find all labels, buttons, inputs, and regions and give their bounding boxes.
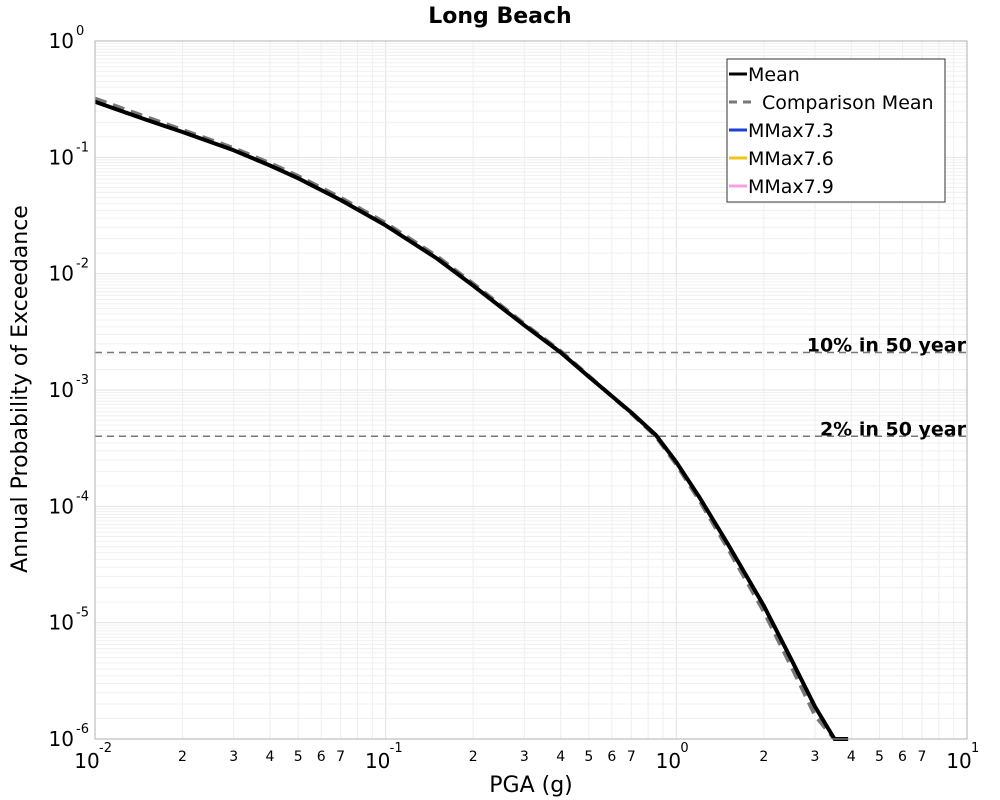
legend-label: Mean bbox=[748, 64, 800, 86]
x-tick-label: 10 bbox=[365, 749, 390, 773]
x-minor-tick-label: 6 bbox=[607, 749, 616, 765]
y-tick-exponent: -3 bbox=[76, 373, 89, 388]
legend-label: MMax7.9 bbox=[748, 176, 834, 198]
y-tick-label: 10 bbox=[49, 727, 74, 751]
series-lines bbox=[94, 96, 849, 741]
x-minor-tick-label: 5 bbox=[875, 749, 884, 765]
y-tick-label: 10 bbox=[49, 611, 74, 635]
x-minor-tick-label: 6 bbox=[317, 749, 326, 765]
reference-line-label: 2% in 50 year bbox=[820, 418, 967, 440]
x-minor-tick-label: 5 bbox=[584, 749, 593, 765]
y-tick-label: 10 bbox=[49, 494, 74, 518]
x-tick-exponent: 0 bbox=[680, 741, 688, 756]
legend-box bbox=[726, 58, 946, 203]
x-axis-label: PGA (g) bbox=[489, 773, 573, 798]
legend-label: MMax7.6 bbox=[748, 148, 834, 170]
x-minor-tick-label: 2 bbox=[178, 749, 187, 765]
x-minor-tick-label: 3 bbox=[811, 749, 820, 765]
x-minor-tick-label: 7 bbox=[627, 749, 636, 765]
x-tick-label: 10 bbox=[656, 749, 681, 773]
x-tick-exponent: -1 bbox=[390, 741, 403, 756]
x-minor-tick-label: 3 bbox=[229, 749, 238, 765]
y-tick-exponent: 0 bbox=[76, 24, 84, 39]
y-tick-label: 10 bbox=[49, 262, 74, 286]
x-minor-tick-label: 3 bbox=[520, 749, 529, 765]
y-tick-exponent: -6 bbox=[76, 722, 89, 737]
y-tick-exponent: -2 bbox=[76, 257, 89, 272]
x-minor-tick-label: 4 bbox=[847, 749, 856, 765]
y-tick-label: 10 bbox=[49, 145, 74, 169]
reference-lines: 10% in 50 year 2% in 50 year bbox=[95, 335, 967, 440]
x-tick-exponent: 1 bbox=[971, 741, 979, 756]
legend: Mean Comparison Mean MMax7.3 MMax7.6 MMax7.9 bbox=[726, 58, 946, 203]
grid bbox=[94, 41, 967, 740]
x-tick-exponent: -2 bbox=[99, 741, 112, 756]
legend-label: Comparison Mean bbox=[762, 92, 934, 114]
x-minor-tick-label: 6 bbox=[898, 749, 907, 765]
y-tick-exponent: -1 bbox=[76, 140, 89, 155]
y-tick-exponent: -4 bbox=[76, 489, 89, 504]
x-minor-tick-label: 2 bbox=[469, 749, 478, 765]
y-tick-exponent: -5 bbox=[76, 606, 89, 621]
x-minor-tick-label: 7 bbox=[336, 749, 345, 765]
x-minor-tick-label: 4 bbox=[266, 749, 275, 765]
x-minor-tick-label: 4 bbox=[556, 749, 565, 765]
x-minor-tick-label: 7 bbox=[918, 749, 927, 765]
x-tick-label: 10 bbox=[946, 749, 971, 773]
x-minor-tick-label: 5 bbox=[294, 749, 303, 765]
series-line bbox=[94, 99, 849, 741]
y-axis-label: Annual Probability of Exceedance bbox=[8, 205, 33, 573]
chart-title: Long Beach bbox=[428, 4, 571, 29]
x-tick-label: 10 bbox=[74, 749, 99, 773]
y-tick-label: 10 bbox=[49, 378, 74, 402]
plot-frame bbox=[94, 40, 968, 740]
y-tick-label: 10 bbox=[49, 29, 74, 53]
x-minor-tick-label: 2 bbox=[759, 749, 768, 765]
legend-label: MMax7.3 bbox=[748, 120, 834, 142]
reference-line-label: 10% in 50 year bbox=[807, 335, 967, 357]
